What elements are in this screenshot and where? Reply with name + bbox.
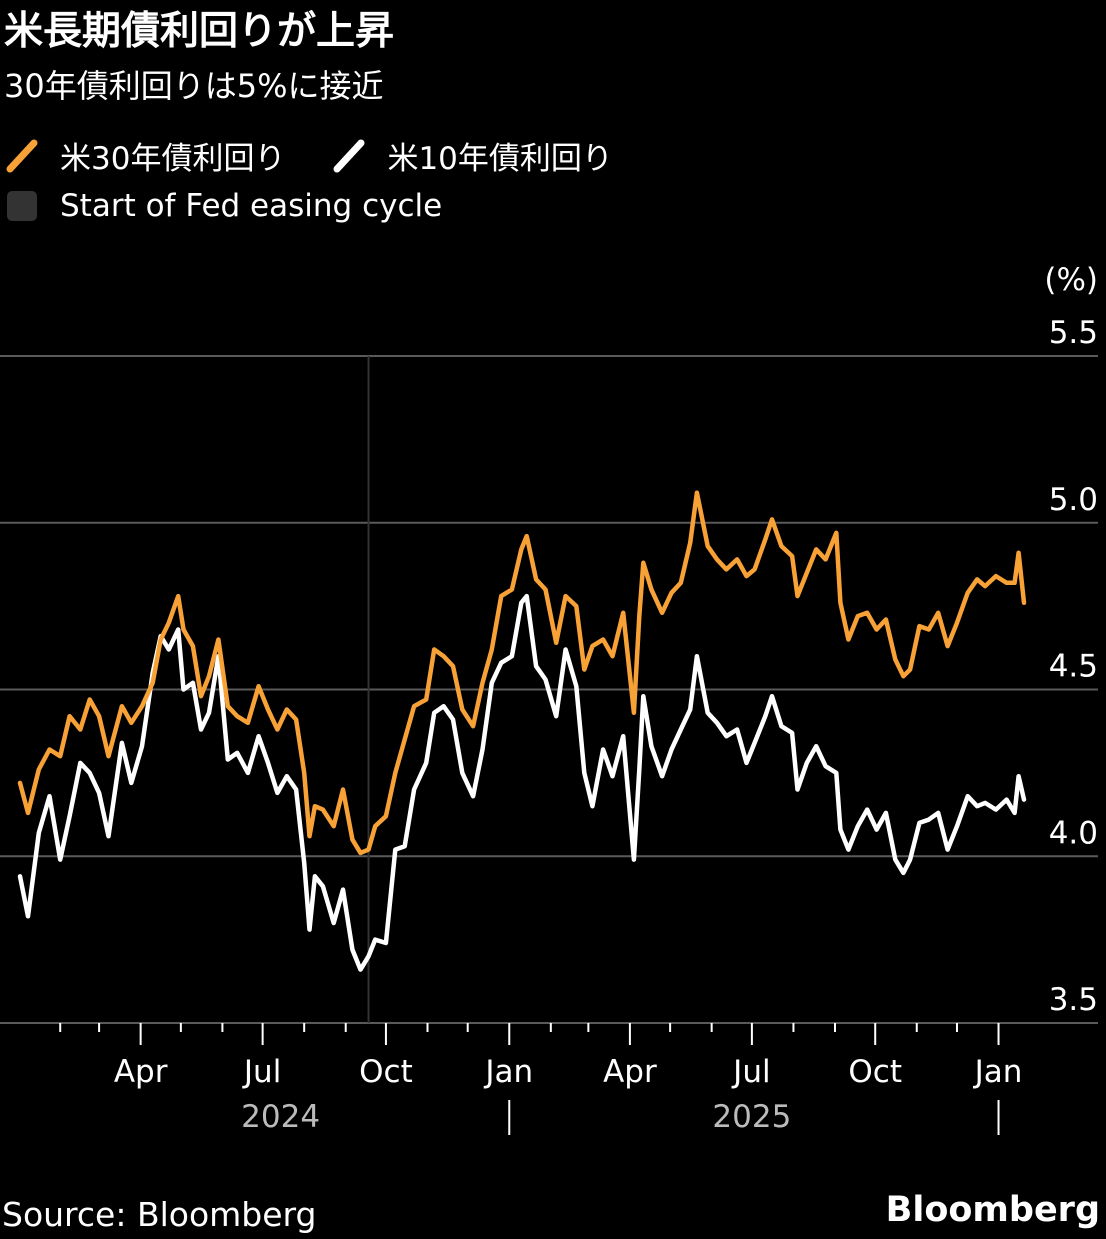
x-tick-label-jul: Jul (242, 1054, 281, 1090)
legend: 米30年債利回り 米10年債利回り (4, 131, 659, 179)
x-tick-label-jan: Jan (483, 1054, 533, 1090)
y-axis: (%) 3.5 4.0 4.5 5.0 5.5 (1044, 262, 1098, 1018)
gridlines (0, 355, 1098, 1024)
x-tick-label-oct: Oct (359, 1054, 413, 1090)
legend-line-swatch-30y (6, 139, 38, 173)
y-tick-label-4.5: 4.5 (1049, 649, 1098, 685)
chart-title: 米長期債利回りが上昇 (4, 9, 395, 54)
series-line-30y (17, 490, 1027, 856)
x-tick-label-apr: Apr (603, 1054, 657, 1090)
x-tick-label-jul: Jul (731, 1054, 770, 1090)
legend-line-swatch-10y (333, 139, 365, 173)
legend-item-10y: 米10年債利回り (331, 133, 613, 178)
x-tick-label-jan: Jan (973, 1054, 1023, 1090)
x-axis: Apr Jul Oct Jan Apr Jul Oct Jan 2024 2025 (59, 1023, 1023, 1135)
series-layer (17, 490, 1027, 972)
y-tick-label-4.0: 4.0 (1049, 815, 1098, 851)
y-tick-label-5.5: 5.5 (1049, 315, 1098, 351)
legend-label-30y: 米30年債利回り (60, 140, 286, 177)
y-tick-label-5.0: 5.0 (1049, 482, 1098, 518)
y-tick-label-3.5: 3.5 (1049, 982, 1098, 1018)
x-tick-label-apr: Apr (114, 1054, 168, 1090)
legend-label-fed-easing: Start of Fed easing cycle (60, 188, 443, 224)
y-axis-unit-label: (%) (1044, 262, 1098, 298)
year-label-2025: 2025 (712, 1099, 791, 1135)
legend-label-10y: 米10年債利回り (387, 140, 613, 177)
legend-item-fed-easing: Start of Fed easing cycle (4, 188, 442, 224)
legend-annotation-row: Start of Fed easing cycle (4, 182, 488, 230)
legend-item-30y: 米30年債利回り (4, 133, 285, 178)
x-tick-label-oct: Oct (848, 1054, 902, 1090)
series-line-10y (17, 593, 1027, 972)
source-note: Source: Bloomberg (2, 1195, 317, 1234)
legend-box-swatch-fed-easing (7, 191, 37, 221)
year-label-2024: 2024 (241, 1099, 320, 1135)
bloomberg-logo: Bloomberg (885, 1190, 1100, 1230)
chart-subtitle: 30年債利回りは5%に接近 (4, 67, 384, 105)
